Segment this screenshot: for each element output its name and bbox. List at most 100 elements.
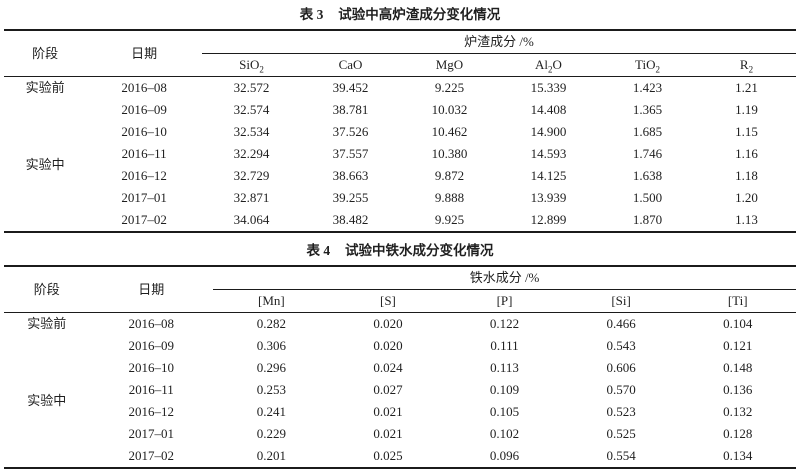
value-cell: 0.523 xyxy=(606,404,636,419)
value-cell: 0.021 xyxy=(373,426,403,441)
formula-subscript: 2 xyxy=(548,64,553,75)
date-cell: 2016–09 xyxy=(121,102,167,117)
date-cell: 2016–11 xyxy=(128,382,174,397)
value-cell: 1.685 xyxy=(632,124,663,139)
formula-subscript: 2 xyxy=(259,64,264,75)
hot-metal-composition-group-header: 铁水成分 /% xyxy=(213,266,796,290)
date-cell: 2016–10 xyxy=(121,124,167,139)
date-cell: 2017–02 xyxy=(128,448,175,463)
col-header-s: [S] xyxy=(329,289,447,313)
date-cell: 2016–08 xyxy=(121,80,167,95)
value-cell: 1.15 xyxy=(735,124,758,139)
value-cell: 38.663 xyxy=(332,168,369,183)
stage-cell-during: 实验中 xyxy=(25,157,65,172)
table-row: 2016–12 32.729 38.663 9.872 14.125 1.638… xyxy=(4,165,796,187)
value-cell: 10.380 xyxy=(431,146,468,161)
value-cell: 0.102 xyxy=(489,426,520,441)
value-cell: 0.229 xyxy=(256,426,286,441)
value-cell: 0.136 xyxy=(723,382,753,397)
date-cell: 2017–01 xyxy=(121,190,167,205)
table-row: 2016–10 32.534 37.526 10.462 14.900 1.68… xyxy=(4,121,796,143)
col-header-r2: R2 xyxy=(696,53,796,77)
col-header-al2o: Al2O xyxy=(498,53,598,77)
value-cell: 10.032 xyxy=(431,102,468,117)
value-cell: 32.729 xyxy=(233,168,270,183)
col-header-mn: [Mn] xyxy=(213,289,330,313)
value-cell: 0.096 xyxy=(489,448,520,463)
value-cell: 32.572 xyxy=(233,80,270,95)
hot-metal-composition-table: 阶段 日期 铁水成分 /% [Mn] [S] [P] [Si] [Ti] 实验前… xyxy=(4,265,796,469)
date-cell: 2017–02 xyxy=(121,212,167,227)
table-row: 2017–02 34.064 38.482 9.925 12.899 1.870… xyxy=(4,209,796,232)
formula-base: MgO xyxy=(435,57,464,72)
value-cell: 1.19 xyxy=(735,102,758,117)
value-cell: 32.574 xyxy=(233,102,270,117)
col-header-ti: [Ti] xyxy=(679,289,796,313)
value-cell: 0.021 xyxy=(373,404,403,419)
table-row: 实验前 2016–08 0.282 0.020 0.122 0.466 0.10… xyxy=(4,313,796,336)
date-cell: 2016–11 xyxy=(121,146,167,161)
value-cell: 37.557 xyxy=(332,146,369,161)
col-header-cao: CaO xyxy=(300,53,400,77)
value-cell: 15.339 xyxy=(530,80,567,95)
value-cell: 0.020 xyxy=(373,338,403,353)
value-cell: 1.20 xyxy=(735,190,758,205)
formula-base: CaO xyxy=(338,57,363,72)
value-cell: 0.027 xyxy=(373,382,403,397)
table4-section: 表 4 试验中铁水成分变化情况 阶段 日期 铁水成分 /% [Mn] [S] [P… xyxy=(4,242,796,469)
value-cell: 0.282 xyxy=(256,316,286,331)
value-cell: 0.104 xyxy=(723,316,753,331)
table-row: 2017–01 0.229 0.021 0.102 0.525 0.128 xyxy=(4,423,796,445)
value-cell: 0.466 xyxy=(606,316,636,331)
value-cell: 1.365 xyxy=(632,102,663,117)
value-cell: 0.253 xyxy=(256,382,286,397)
value-cell: 0.148 xyxy=(723,360,753,375)
formula-subscript: 2 xyxy=(748,64,754,75)
value-cell: 0.606 xyxy=(606,360,636,375)
value-cell: 1.16 xyxy=(735,146,758,161)
value-cell: 1.870 xyxy=(632,212,663,227)
value-cell: 1.13 xyxy=(735,212,758,227)
value-cell: 0.111 xyxy=(490,338,519,353)
table-row: 2017–01 32.871 39.255 9.888 13.939 1.500… xyxy=(4,187,796,209)
value-cell: 0.570 xyxy=(606,382,636,397)
table-row: 2016–10 0.296 0.024 0.113 0.606 0.148 xyxy=(4,357,796,379)
formula-base: TiO xyxy=(634,57,656,72)
table-row: 2016–11 32.294 37.557 10.380 14.593 1.74… xyxy=(4,143,796,165)
table-row: 实验中 2016–09 0.306 0.020 0.111 0.543 0.12… xyxy=(4,335,796,408)
formula-subscript: 2 xyxy=(655,64,660,75)
value-cell: 0.134 xyxy=(723,448,753,463)
date-column-header: 日期 xyxy=(86,30,202,77)
value-cell: 0.122 xyxy=(489,316,520,331)
value-cell: 0.020 xyxy=(373,316,403,331)
col-header-sio2: SiO2 xyxy=(201,53,301,77)
col-header-tio2: TiO2 xyxy=(597,53,697,77)
table-row: 2017–02 0.201 0.025 0.096 0.554 0.134 xyxy=(4,445,796,468)
date-cell: 2016–12 xyxy=(128,404,175,419)
value-cell: 9.872 xyxy=(434,168,465,183)
table4-caption-label: 表 4 xyxy=(306,243,331,258)
value-cell: 10.462 xyxy=(431,124,468,139)
value-cell: 14.125 xyxy=(530,168,567,183)
stage-cell-before: 实验前 xyxy=(25,80,65,95)
value-cell: 0.525 xyxy=(606,426,636,441)
value-cell: 39.255 xyxy=(332,190,369,205)
value-cell: 1.18 xyxy=(735,168,758,183)
table-row: 实验前 2016–08 32.572 39.452 9.225 15.339 1… xyxy=(4,77,796,100)
date-column-header: 日期 xyxy=(89,266,214,313)
value-cell: 1.500 xyxy=(632,190,663,205)
slag-composition-table: 阶段 日期 炉渣成分 /% SiO2 CaO MgO Al2O TiO2 R2 … xyxy=(4,29,796,233)
value-cell: 14.593 xyxy=(530,146,567,161)
table-row: 实验中 2016–09 32.574 38.781 10.032 14.408 … xyxy=(4,99,796,172)
value-cell: 0.025 xyxy=(373,448,403,463)
value-cell: 9.225 xyxy=(434,80,465,95)
date-cell: 2016–10 xyxy=(128,360,175,375)
date-cell: 2016–12 xyxy=(121,168,167,183)
col-header-mgo: MgO xyxy=(399,53,499,77)
value-cell: 0.241 xyxy=(256,404,286,419)
value-cell: 0.113 xyxy=(490,360,519,375)
value-cell: 0.105 xyxy=(489,404,520,419)
table-row: 2016–11 0.253 0.027 0.109 0.570 0.136 xyxy=(4,379,796,401)
value-cell: 0.121 xyxy=(723,338,753,353)
value-cell: 34.064 xyxy=(233,212,270,227)
